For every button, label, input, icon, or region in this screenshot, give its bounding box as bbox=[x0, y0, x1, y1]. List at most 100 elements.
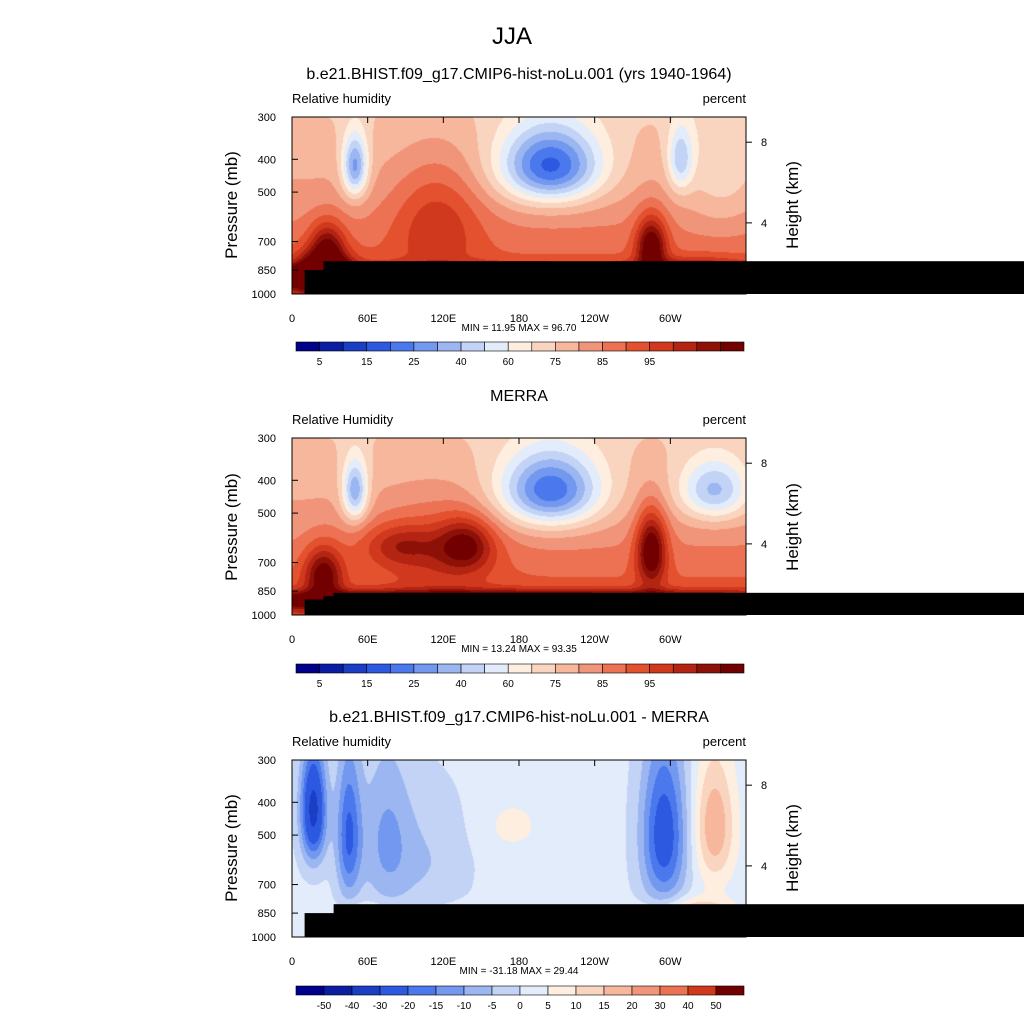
colorbar-label: 20 bbox=[626, 1001, 638, 1012]
min-max-stats: MIN = -31.18 MAX = 29.44 bbox=[460, 966, 579, 977]
colorbar-label: 95 bbox=[644, 357, 656, 368]
colorbar-label: 85 bbox=[597, 679, 609, 690]
right-axis-title: Height (km) bbox=[783, 804, 802, 892]
colorbar-label: -10 bbox=[457, 1001, 472, 1012]
colorbar-swatch bbox=[602, 341, 627, 352]
colorbar-swatch bbox=[437, 663, 462, 674]
colorbar-label: -40 bbox=[345, 1001, 360, 1012]
colorbar-label: 5 bbox=[317, 679, 323, 690]
colorbar-label: 10 bbox=[570, 1001, 582, 1012]
y-tick-label: 500 bbox=[258, 830, 276, 842]
right-axis-title: Height (km) bbox=[783, 483, 802, 571]
colorbar-swatch bbox=[672, 341, 698, 352]
panel-difference: b.e21.BHIST.f09_g17.CMIP6-hist-noLu.001 … bbox=[222, 709, 1024, 1012]
colorbar-swatch bbox=[390, 663, 415, 674]
colorbar-swatch bbox=[295, 663, 320, 674]
y-tick-label: 700 bbox=[258, 558, 276, 570]
colorbar-swatch bbox=[625, 341, 650, 352]
colorbar-swatch bbox=[687, 985, 717, 996]
colorbar-label: 75 bbox=[550, 679, 562, 690]
colorbar-swatch bbox=[575, 985, 605, 996]
y-axis-title: Pressure (mb) bbox=[222, 794, 241, 902]
x-tick-label: 120E bbox=[430, 956, 456, 968]
colorbar-swatch bbox=[413, 663, 438, 674]
colorbar-swatch bbox=[555, 663, 580, 674]
y-tick-label: 400 bbox=[258, 475, 276, 487]
colorbar-swatch bbox=[649, 341, 674, 352]
colorbar: 5 15 25 40 60 75 85 95 bbox=[295, 663, 745, 690]
y-tick-label: 500 bbox=[258, 508, 276, 520]
colorbar-swatch bbox=[696, 663, 721, 674]
panel-merra: MERRA Relative Humidity percent Pressure… bbox=[222, 388, 1024, 690]
right-tick-label: 8 bbox=[761, 137, 767, 149]
colorbar-swatch bbox=[659, 985, 689, 996]
x-tick-label: 0 bbox=[289, 313, 295, 325]
colorbar-label: 40 bbox=[682, 1001, 694, 1012]
colorbar-label: 60 bbox=[503, 679, 515, 690]
colorbar-swatch bbox=[631, 985, 661, 996]
colorbar-label: 60 bbox=[503, 357, 515, 368]
colorbar-swatch bbox=[578, 663, 603, 674]
colorbar-label: 50 bbox=[710, 1001, 722, 1012]
colorbar-swatch bbox=[379, 985, 409, 996]
units-label: percent bbox=[703, 734, 747, 749]
colorbar: 5 15 25 40 60 75 85 95 bbox=[295, 341, 745, 368]
colorbar-label: 5 bbox=[545, 1001, 551, 1012]
colorbar-swatch bbox=[720, 663, 745, 674]
y-tick-label: 1000 bbox=[252, 610, 276, 622]
panel-model: b.e21.BHIST.f09_g17.CMIP6-hist-noLu.001 … bbox=[222, 66, 1024, 368]
colorbar-label: 25 bbox=[408, 679, 420, 690]
terrain-mask bbox=[424, 913, 1024, 937]
colorbar-label: 95 bbox=[644, 679, 656, 690]
right-axis-title: Height (km) bbox=[783, 161, 802, 249]
variable-label: Relative humidity bbox=[292, 734, 391, 749]
colorbar-label: -15 bbox=[429, 1001, 444, 1012]
contour-plot: 0 60E 120E 180 120W 60W 300 400 500 700 850 1000 4 8 bbox=[252, 112, 1024, 325]
colorbar-swatch bbox=[491, 985, 521, 996]
colorbar-label: 15 bbox=[361, 357, 373, 368]
panel-title: b.e21.BHIST.f09_g17.CMIP6-hist-noLu.001 … bbox=[306, 66, 731, 83]
colorbar-label: 25 bbox=[408, 357, 420, 368]
x-tick-label: 60E bbox=[358, 313, 378, 325]
y-axis-title: Pressure (mb) bbox=[222, 473, 241, 581]
colorbar-swatch bbox=[407, 985, 437, 996]
x-tick-label: 0 bbox=[289, 956, 295, 968]
colorbar-swatch bbox=[351, 985, 381, 996]
colorbar-swatch bbox=[507, 341, 533, 352]
y-tick-label: 850 bbox=[258, 265, 276, 277]
figure-title: JJA bbox=[492, 23, 532, 50]
contour-plot: 0 60E 120E 180 120W 60W 300 400 500 700 850 1000 4 8 bbox=[252, 433, 1024, 646]
colorbar-swatch bbox=[463, 985, 493, 996]
colorbar-label: 30 bbox=[654, 1001, 666, 1012]
min-max-stats: MIN = 11.95 MAX = 96.70 bbox=[462, 323, 577, 334]
x-tick-label: 60W bbox=[659, 634, 682, 646]
x-tick-label: 60W bbox=[659, 313, 682, 325]
colorbar-swatch bbox=[484, 341, 509, 352]
y-axis-title: Pressure (mb) bbox=[222, 151, 241, 259]
colorbar-swatch bbox=[625, 663, 650, 674]
colorbar-swatch bbox=[390, 341, 415, 352]
y-tick-label: 300 bbox=[258, 755, 276, 767]
colorbar-swatch bbox=[602, 663, 627, 674]
colorbar-swatch bbox=[295, 985, 325, 996]
x-tick-label: 60E bbox=[358, 634, 378, 646]
colorbar-label: -30 bbox=[373, 1001, 388, 1012]
colorbar-swatch bbox=[547, 985, 577, 996]
x-tick-label: 60E bbox=[358, 956, 378, 968]
colorbar-swatch bbox=[720, 341, 745, 352]
colorbar-swatch bbox=[366, 341, 391, 352]
colorbar-label: -20 bbox=[401, 1001, 416, 1012]
units-label: percent bbox=[703, 412, 747, 427]
colorbar-label: 15 bbox=[598, 1001, 610, 1012]
colorbar-swatch bbox=[696, 341, 721, 352]
right-tick-label: 4 bbox=[761, 539, 767, 551]
colorbar-swatch bbox=[342, 663, 368, 674]
y-tick-label: 500 bbox=[258, 187, 276, 199]
colorbar-swatch bbox=[413, 341, 438, 352]
panel-title: b.e21.BHIST.f09_g17.CMIP6-hist-noLu.001 … bbox=[329, 709, 709, 726]
colorbar-swatch bbox=[484, 663, 509, 674]
panel-title: MERRA bbox=[490, 388, 548, 405]
right-tick-label: 8 bbox=[761, 780, 767, 792]
variable-label: Relative Humidity bbox=[292, 412, 394, 427]
